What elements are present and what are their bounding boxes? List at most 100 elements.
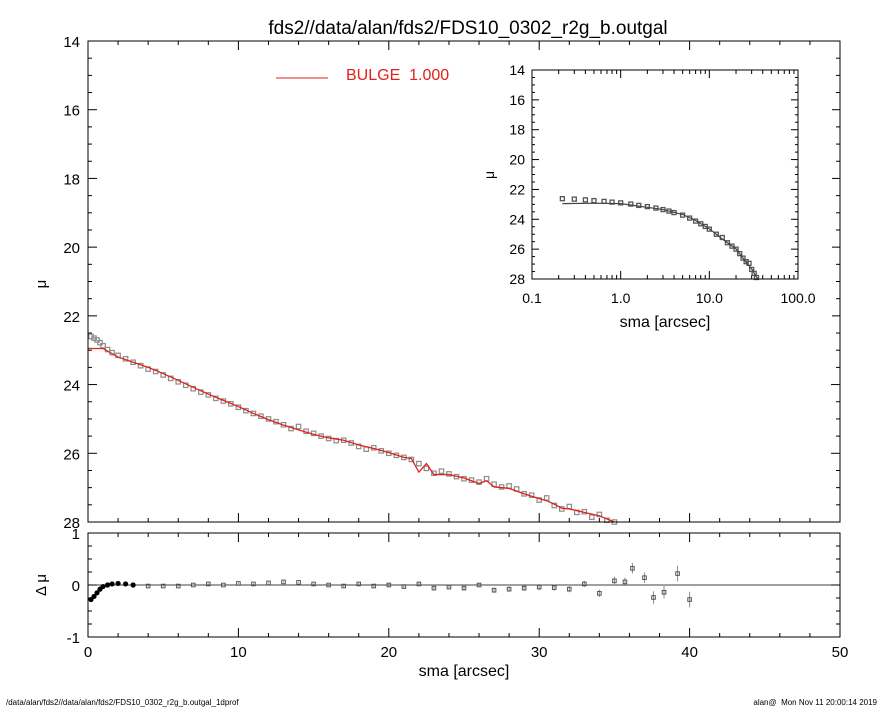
residual-xtick-label: 40 bbox=[681, 644, 698, 661]
inset-ytick-label: 16 bbox=[509, 92, 525, 108]
main-data-point bbox=[250, 410, 257, 417]
inset-xtick-label: 1.0 bbox=[611, 290, 631, 306]
main-ytick-label: 16 bbox=[63, 103, 80, 120]
residual-point bbox=[266, 580, 271, 586]
main-ylabel: μ bbox=[33, 280, 50, 289]
main-data-point bbox=[446, 471, 452, 477]
residual-point bbox=[326, 582, 331, 588]
main-plot-frame bbox=[87, 40, 841, 523]
residual-point bbox=[582, 581, 587, 587]
main-data-point bbox=[416, 460, 422, 467]
inset-data-point bbox=[729, 243, 735, 249]
inset-plot-frame bbox=[531, 69, 799, 280]
inset-ytick-label: 28 bbox=[509, 271, 525, 287]
inset-data-point bbox=[628, 201, 634, 207]
inset-xtick-label: 0.1 bbox=[522, 290, 542, 306]
residual-point bbox=[566, 586, 572, 592]
main-data-point bbox=[506, 483, 512, 489]
residual-xtick-label: 0 bbox=[84, 644, 92, 661]
residual-point bbox=[597, 591, 602, 596]
inset-data-point bbox=[737, 250, 743, 257]
residual-point bbox=[675, 571, 680, 576]
residual-ylabel: Δ μ bbox=[33, 574, 50, 596]
inset-data-point bbox=[713, 231, 720, 237]
bulge-model-line bbox=[88, 347, 615, 523]
footer-left: /data/alan/fds2//data/alan/fds2/FDS10_03… bbox=[6, 698, 239, 707]
residual-point bbox=[661, 589, 667, 595]
main-ytick-label: 26 bbox=[63, 446, 80, 463]
inset-data-point bbox=[740, 255, 746, 261]
inset-ytick-label: 18 bbox=[509, 122, 525, 138]
main-ytick-label: 22 bbox=[63, 309, 80, 326]
residual-point bbox=[341, 583, 346, 589]
residual-xlabel: sma [arcsec] bbox=[419, 663, 510, 680]
main-data-point bbox=[100, 342, 106, 349]
inset-model-line bbox=[562, 202, 759, 280]
residual-point bbox=[622, 579, 628, 585]
residual-point bbox=[651, 595, 656, 600]
residual-point bbox=[296, 580, 301, 585]
footer-right: alan@ Mon Nov 11 20:00:14 2019 bbox=[753, 698, 877, 707]
legend-label: BULGE 1.000 bbox=[346, 67, 449, 84]
residual-point bbox=[145, 583, 151, 589]
inset-data-point bbox=[618, 200, 624, 206]
residual-point bbox=[506, 586, 512, 592]
residual-point bbox=[642, 575, 647, 581]
residual-point bbox=[371, 583, 377, 589]
main-ytick-label: 20 bbox=[63, 240, 80, 257]
main-data-point bbox=[130, 359, 136, 366]
residual-point bbox=[431, 585, 437, 591]
main-data-point bbox=[438, 468, 445, 474]
residual-xtick-label: 50 bbox=[832, 644, 849, 661]
main-data-point bbox=[295, 423, 302, 430]
main-data-point bbox=[596, 511, 603, 518]
residual-point bbox=[123, 581, 129, 587]
residual-point bbox=[401, 584, 407, 589]
inset-background bbox=[470, 55, 832, 339]
inset-data-point bbox=[609, 199, 615, 205]
inset-data-point bbox=[753, 274, 760, 281]
residual-point bbox=[190, 582, 196, 588]
residual-point bbox=[491, 587, 497, 593]
inset-data-point bbox=[582, 197, 589, 203]
residual-point bbox=[461, 585, 467, 591]
main-data-point bbox=[521, 491, 527, 497]
inset-data-point bbox=[706, 226, 712, 232]
residual-point bbox=[476, 582, 482, 588]
residual-point bbox=[130, 582, 136, 588]
main-ytick-label: 28 bbox=[63, 515, 80, 532]
inset-xtick-label: 10.0 bbox=[696, 290, 723, 306]
residual-point bbox=[206, 581, 211, 587]
inset-data-point bbox=[698, 221, 704, 227]
inset-panel: 14 16 18 20 22 24 26 28 0.1 1.0 10.0 100.0 bbox=[509, 62, 815, 306]
inset-ytick-label: 20 bbox=[509, 152, 525, 168]
residual-point bbox=[109, 581, 115, 587]
main-data-point bbox=[423, 465, 430, 472]
residual-point bbox=[521, 585, 527, 591]
residual-point bbox=[281, 579, 286, 585]
inset-ytick-label: 26 bbox=[509, 241, 525, 257]
inset-ytick-label: 22 bbox=[509, 181, 525, 197]
residual-ytick-label: -1 bbox=[67, 630, 80, 647]
residual-point bbox=[236, 581, 241, 586]
inset-data-point bbox=[559, 196, 566, 202]
residual-point bbox=[251, 581, 256, 587]
residual-point bbox=[115, 580, 121, 587]
inset-data-point bbox=[733, 246, 739, 252]
inset-data-point bbox=[724, 240, 731, 246]
residual-point bbox=[612, 578, 617, 584]
main-data-point bbox=[566, 503, 573, 510]
main-data-point bbox=[97, 339, 103, 346]
residual-ytick-label: 0 bbox=[72, 578, 80, 595]
main-ytick-label: 24 bbox=[63, 378, 80, 395]
inset-ytick-label: 24 bbox=[509, 211, 525, 227]
main-ytick-label: 18 bbox=[63, 171, 80, 188]
main-data-point bbox=[431, 470, 437, 477]
residual-point bbox=[446, 584, 452, 590]
residual-xtick-label: 30 bbox=[531, 644, 548, 661]
residual-point bbox=[630, 566, 635, 571]
residual-point bbox=[536, 584, 542, 590]
chart-title: fds2//data/alan/fds2/FDS10_0302_r2g_b.ou… bbox=[268, 18, 667, 39]
residual-point bbox=[386, 582, 392, 588]
